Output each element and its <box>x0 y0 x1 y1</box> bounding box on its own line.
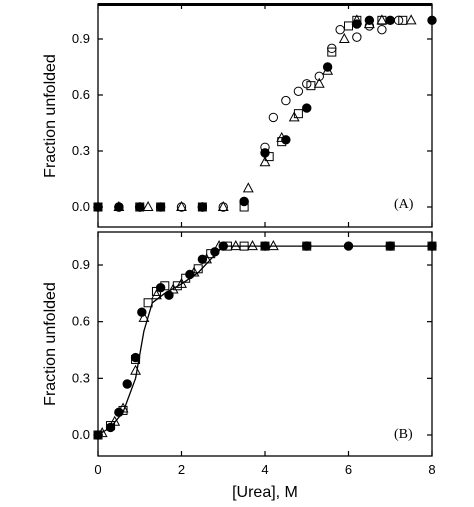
x-tick-label: 4 <box>261 462 268 477</box>
data-point-open-triangle <box>176 200 187 211</box>
data-point-open-square <box>385 241 395 251</box>
data-point-open-triangle <box>247 240 258 251</box>
x-tick-label: 8 <box>428 462 435 477</box>
data-point-open-triangle <box>288 111 300 122</box>
data-point-open-triangle <box>405 14 417 25</box>
data-point-open-square <box>427 241 437 251</box>
data-point-filled-circle <box>343 241 354 251</box>
data-point-filled-circle <box>322 62 333 72</box>
data-point-open-square <box>156 202 166 212</box>
data-point-open-triangle <box>230 240 242 251</box>
data-point-open-square <box>302 241 312 251</box>
data-point-open-square <box>306 81 316 91</box>
data-point-open-square <box>197 202 207 212</box>
data-point-open-square <box>131 354 141 364</box>
data-marks <box>93 240 437 440</box>
y-tick-label: 0.9 <box>72 31 90 46</box>
y-tick-label: 0.6 <box>72 314 90 329</box>
data-point-open-triangle <box>142 200 154 211</box>
data-point-open-triangle <box>213 240 225 251</box>
data-point-open-circle <box>268 112 279 123</box>
data-point-open-triangle <box>322 64 334 75</box>
x-axis-label: [Urea], M <box>232 484 298 501</box>
panel-b: (B) Fraction unfolded [Urea], M 0.00.30.… <box>42 231 437 501</box>
data-point-open-square <box>160 281 170 291</box>
x-tick-label: 6 <box>345 462 352 477</box>
data-point-open-triangle <box>109 415 121 426</box>
data-point-filled-circle <box>260 241 270 251</box>
data-point-open-square <box>222 241 232 251</box>
y-tick-label: 0.3 <box>72 370 90 385</box>
data-point-filled-circle <box>155 202 166 212</box>
panel-a: (A) Fraction unfolded 0.0 0.3 0.6 0.9 <box>42 3 437 228</box>
data-point-filled-circle <box>427 15 437 26</box>
data-point-filled-circle <box>130 352 141 363</box>
data-point-open-triangle <box>376 14 388 25</box>
x-tick-label: 0 <box>94 462 101 477</box>
data-point-open-square <box>327 47 337 57</box>
data-point-open-circle <box>281 95 291 106</box>
data-point-open-square <box>293 109 303 119</box>
data-point-open-triangle <box>138 311 150 322</box>
data-point-filled-circle <box>385 241 395 251</box>
fit-line <box>97 245 432 436</box>
data-point-open-triangle <box>363 18 375 29</box>
data-point-open-square <box>151 286 161 296</box>
data-point-open-circle <box>260 142 270 152</box>
data-point-open-square <box>239 241 249 251</box>
data-point-open-triangle <box>338 32 350 43</box>
data-point-open-triangle <box>313 77 325 88</box>
data-point-open-triangle <box>176 277 187 288</box>
data-point-filled-circle <box>302 103 312 113</box>
data-point-open-square <box>93 430 103 440</box>
data-marks <box>93 14 437 212</box>
data-point-open-square <box>93 202 103 212</box>
data-point-filled-circle <box>122 379 132 389</box>
y-tick-label: 0.3 <box>72 143 90 158</box>
plot-frame <box>97 231 433 457</box>
data-point-open-circle <box>314 71 324 82</box>
data-point-filled-circle <box>385 15 395 26</box>
data-point-open-triangle <box>276 131 288 142</box>
data-point-open-square <box>135 202 145 212</box>
data-point-open-triangle <box>188 266 200 277</box>
data-point-open-square <box>143 298 153 308</box>
axis-ticks: 0.0 0.3 0.6 0.9 <box>72 4 433 227</box>
data-point-open-triangle <box>242 182 254 193</box>
data-point-open-square <box>239 202 249 212</box>
data-point-open-triangle <box>267 240 279 251</box>
axis-ticks: 0.0 0.3 0.6 0.9 0 2 4 6 8 <box>72 232 436 477</box>
data-point-open-triangle <box>113 200 125 211</box>
data-point-open-triangle <box>201 253 212 264</box>
data-point-open-circle <box>293 86 304 96</box>
data-point-open-triangle <box>117 402 129 413</box>
data-point-open-square <box>398 15 408 25</box>
data-point-open-triangle <box>130 364 142 375</box>
data-point-open-circle <box>335 24 345 35</box>
panel-label: (B) <box>394 427 413 442</box>
data-point-open-triangle <box>151 289 162 300</box>
plot-frame <box>97 3 433 228</box>
x-tick-label: 2 <box>178 462 185 477</box>
y-axis-label: Fraction unfolded <box>42 54 59 178</box>
data-point-open-triangle <box>259 156 271 167</box>
y-tick-label: 0.0 <box>72 199 90 214</box>
data-point-open-square <box>344 21 353 31</box>
panel-label: (A) <box>394 197 414 212</box>
data-point-filled-circle <box>427 241 437 251</box>
y-tick-label: 0.0 <box>72 427 90 442</box>
data-point-open-triangle <box>167 283 179 294</box>
y-axis-label: Fraction unfolded <box>42 282 59 406</box>
data-point-filled-circle <box>302 241 312 251</box>
data-point-open-square <box>260 241 270 251</box>
data-point-open-triangle <box>351 14 363 25</box>
data-point-open-triangle <box>96 427 108 438</box>
data-point-open-circle <box>239 196 249 207</box>
y-tick-label: 0.6 <box>72 87 90 102</box>
data-point-open-circle <box>352 32 362 42</box>
y-tick-label: 0.9 <box>72 257 90 272</box>
data-point-open-circle <box>377 24 387 35</box>
data-point-open-triangle <box>217 200 229 211</box>
